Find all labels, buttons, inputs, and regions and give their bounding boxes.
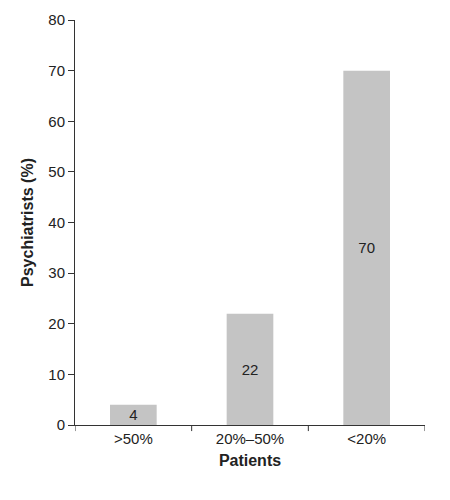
svg-text:10: 10	[48, 366, 65, 383]
svg-text:22: 22	[242, 361, 259, 378]
svg-text:20: 20	[48, 315, 65, 332]
svg-text:>50%: >50%	[114, 430, 153, 447]
svg-text:60: 60	[48, 113, 65, 130]
svg-text:20%–50%: 20%–50%	[216, 430, 284, 447]
svg-text:40: 40	[48, 214, 65, 231]
svg-text:Psychiatrists (%): Psychiatrists (%)	[19, 158, 36, 287]
svg-text:80: 80	[48, 11, 65, 28]
svg-text:70: 70	[358, 239, 375, 256]
svg-text:4: 4	[129, 406, 137, 423]
svg-text:<20%: <20%	[347, 430, 386, 447]
svg-text:50: 50	[48, 163, 65, 180]
svg-text:30: 30	[48, 264, 65, 281]
svg-text:Patients: Patients	[219, 452, 281, 469]
svg-text:0: 0	[57, 416, 65, 433]
svg-text:70: 70	[48, 62, 65, 79]
